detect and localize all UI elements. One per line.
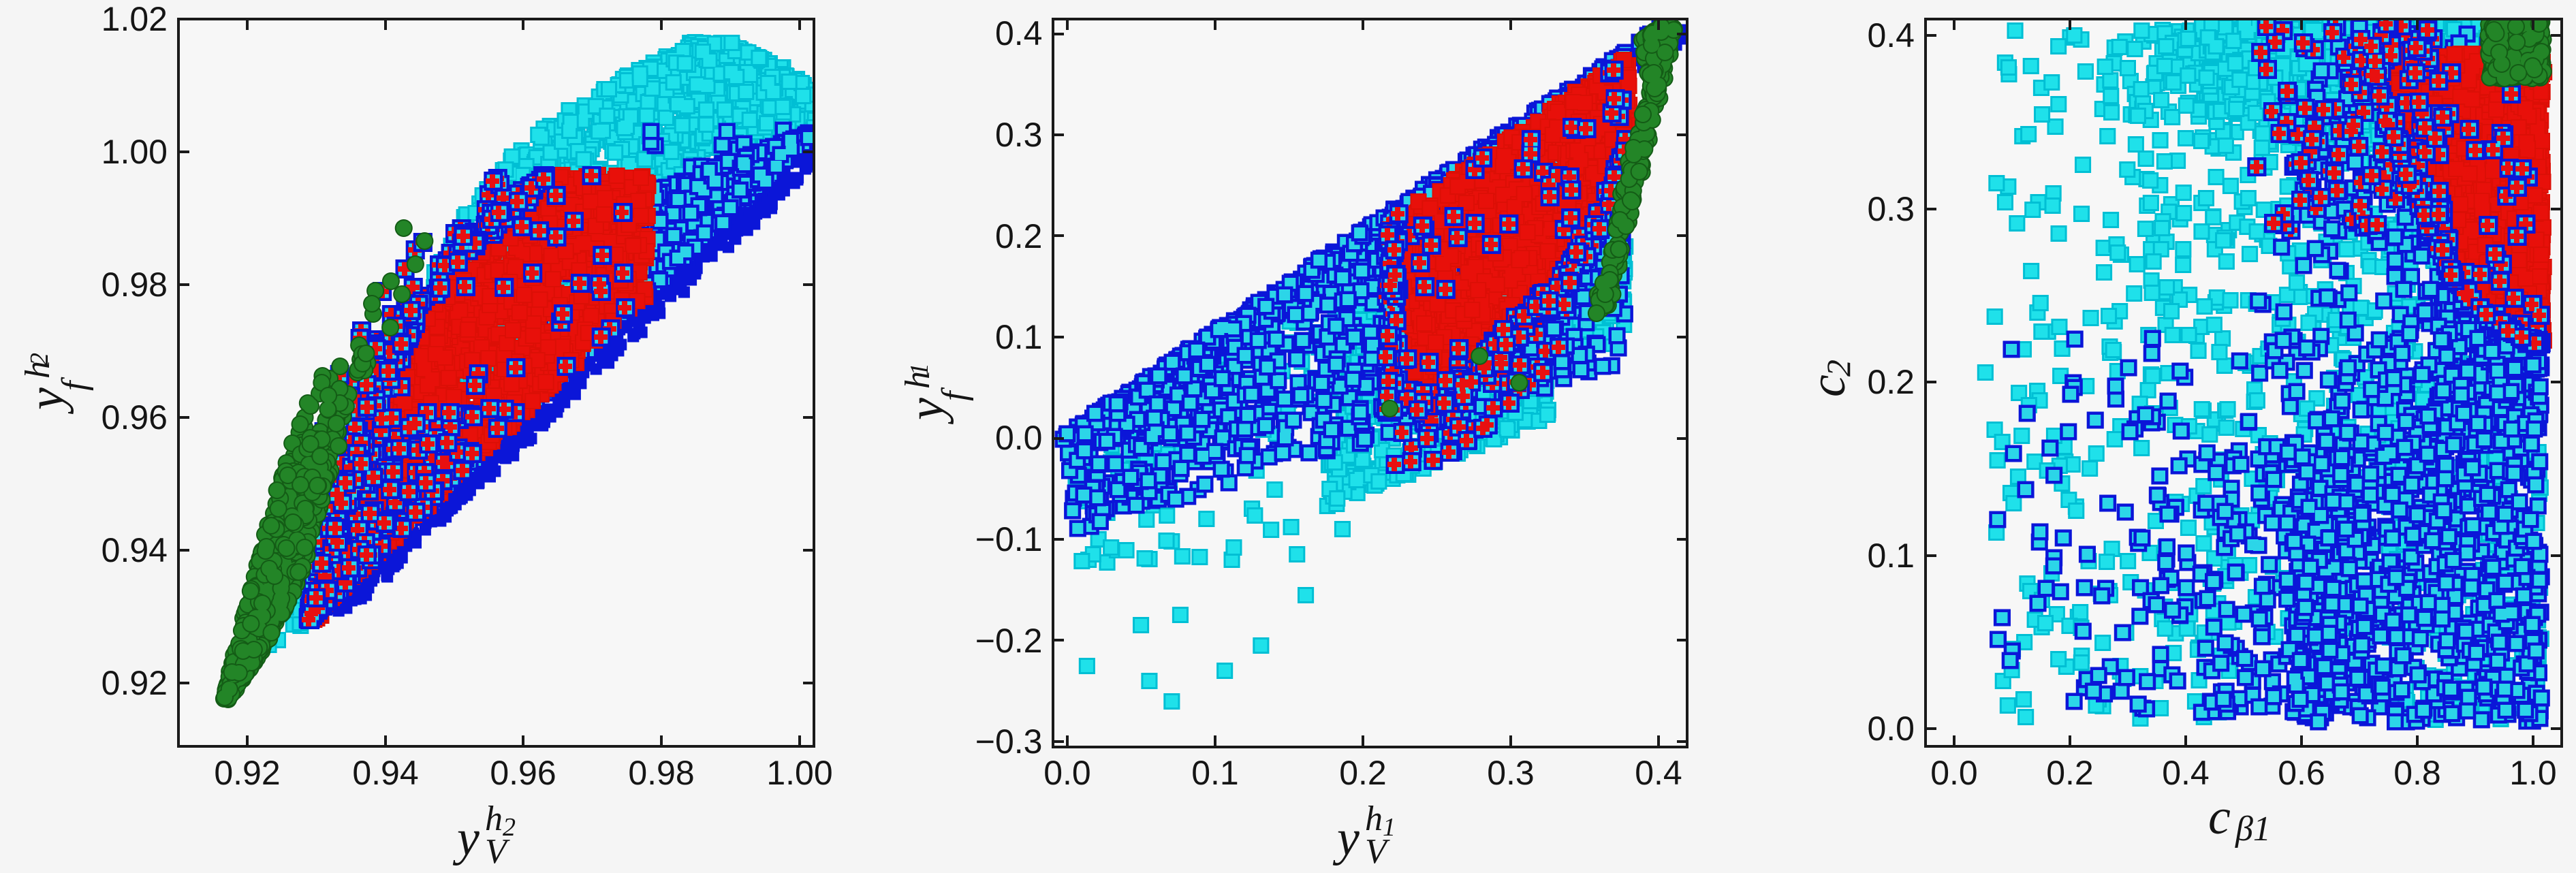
svg-text:y: y [452, 810, 480, 866]
svg-text:−0.3: −0.3 [975, 723, 1043, 761]
svg-text:1.00: 1.00 [101, 133, 168, 171]
svg-text:1: 1 [1383, 813, 1396, 842]
svg-text:0.3: 0.3 [995, 116, 1043, 154]
svg-text:0.4: 0.4 [1635, 754, 1682, 792]
svg-text:0.0: 0.0 [995, 419, 1043, 457]
svg-text:0.0: 0.0 [1867, 710, 1915, 748]
svg-text:2: 2 [503, 813, 516, 842]
svg-text:0.92: 0.92 [214, 754, 280, 792]
svg-text:0.3: 0.3 [1487, 754, 1535, 792]
svg-text:h: h [485, 799, 503, 838]
svg-text:0.1: 0.1 [1867, 537, 1915, 575]
svg-text:0.2: 0.2 [1867, 363, 1915, 401]
svg-text:0.1: 0.1 [995, 318, 1043, 356]
svg-text:2: 2 [25, 353, 54, 366]
svg-text:c: c [1800, 375, 1856, 397]
svg-text:y: y [898, 398, 954, 425]
svg-text:0.2: 0.2 [995, 217, 1043, 255]
svg-text:0.0: 0.0 [1043, 754, 1091, 792]
svg-text:c: c [2208, 789, 2231, 845]
svg-text:0.6: 0.6 [2278, 754, 2325, 792]
svg-text:0.3: 0.3 [1867, 190, 1915, 228]
svg-text:0.94: 0.94 [352, 754, 418, 792]
svg-text:0.96: 0.96 [101, 398, 168, 436]
svg-text:V: V [485, 832, 510, 870]
svg-text:0.4: 0.4 [2162, 754, 2210, 792]
svg-text:0.1: 0.1 [1191, 754, 1239, 792]
svg-text:−0.1: −0.1 [975, 520, 1043, 558]
svg-text:β1: β1 [2235, 810, 2271, 848]
svg-text:1.0: 1.0 [2509, 754, 2557, 792]
svg-text:0.92: 0.92 [101, 664, 168, 702]
svg-text:0.2: 0.2 [1339, 754, 1387, 792]
svg-text:0.2: 0.2 [2046, 754, 2094, 792]
svg-text:0.8: 0.8 [2393, 754, 2441, 792]
svg-text:0.98: 0.98 [101, 266, 168, 304]
svg-text:V: V [1365, 832, 1390, 870]
svg-text:1.00: 1.00 [766, 754, 832, 792]
svg-text:y: y [18, 387, 74, 415]
svg-text:1: 1 [905, 363, 934, 376]
svg-text:−0.2: −0.2 [975, 622, 1043, 660]
svg-text:0.98: 0.98 [628, 754, 694, 792]
svg-text:0.4: 0.4 [1867, 16, 1915, 54]
svg-text:h: h [18, 361, 57, 379]
svg-text:0.0: 0.0 [1930, 754, 1978, 792]
svg-text:0.94: 0.94 [101, 531, 168, 569]
svg-text:h: h [898, 371, 937, 389]
svg-text:y: y [1332, 810, 1360, 866]
svg-text:0.96: 0.96 [490, 754, 556, 792]
svg-text:h: h [1365, 799, 1383, 838]
svg-text:0.4: 0.4 [995, 14, 1043, 52]
svg-text:2: 2 [1819, 360, 1857, 377]
svg-text:1.02: 1.02 [101, 0, 168, 38]
